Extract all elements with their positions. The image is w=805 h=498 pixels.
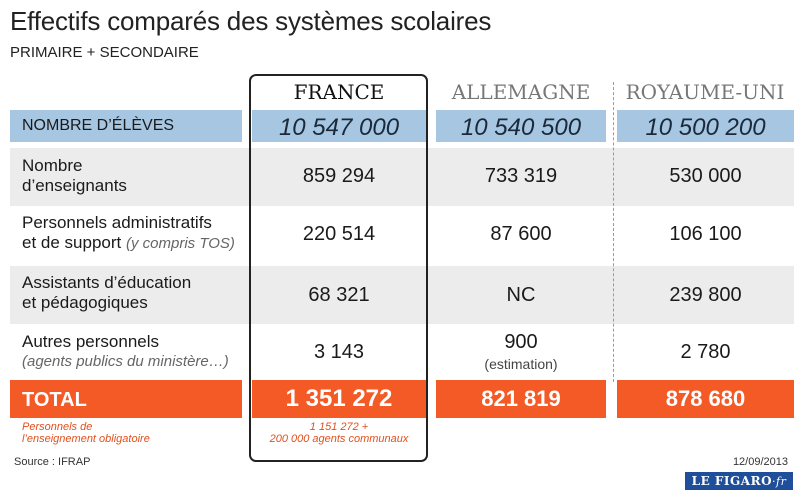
value-autres-royaume-uni: 2 780 — [680, 341, 731, 363]
row-label-assistants: Assistants d’éducation et pédagogiques — [22, 273, 191, 313]
source-text: Source : IFRAP — [14, 456, 91, 468]
eleves-band-allemagne — [436, 110, 606, 142]
row-band-enseignants — [10, 148, 794, 206]
value-eleves-france: 10 547 000 — [278, 114, 400, 141]
column-separator — [613, 82, 614, 382]
footnote-line: 1 151 272 + — [309, 421, 369, 433]
value-assistants-royaume-uni: 239 800 — [669, 284, 742, 306]
value-note-estimation: (estimation) — [484, 356, 558, 372]
label-italic-note: (y compris TOS) — [125, 235, 235, 252]
label-line: Nombre — [22, 156, 83, 175]
total-band-royaume-uni — [617, 380, 794, 418]
eleves-band-france — [252, 110, 426, 142]
value-text: 900 — [504, 331, 538, 353]
footnote-france: 1 151 272 + 200 000 agents communaux — [252, 421, 426, 445]
row-label-autres: Autres personnels (agents publics du min… — [22, 332, 229, 372]
value-autres-allemagne: 900 (estimation) — [436, 331, 606, 375]
row-label-administratifs: Personnels administratifs et de support … — [22, 213, 235, 254]
value-administratifs-allemagne: 87 600 — [490, 223, 552, 245]
value-total-france: 1 351 272 — [285, 385, 393, 412]
row-label-total: TOTAL — [22, 389, 87, 411]
value-total-royaume-uni: 878 680 — [665, 386, 746, 411]
value-administratifs-royaume-uni: 106 100 — [669, 223, 742, 245]
value-enseignants-royaume-uni: 530 000 — [669, 165, 742, 187]
eleves-band-royaume-uni — [617, 110, 794, 142]
total-band-france — [252, 380, 426, 418]
eleves-label-band — [10, 110, 242, 142]
value-enseignants-allemagne: 733 319 — [484, 165, 558, 187]
footnote-line: l’enseignement obligatoire — [22, 433, 150, 445]
value-assistants-france: 68 321 — [308, 284, 370, 306]
page-subtitle: PRIMAIRE + SECONDAIRE — [10, 44, 199, 61]
value-enseignants-france: 859 294 — [302, 165, 376, 187]
label-text: et de support — [22, 233, 122, 252]
value-administratifs-france: 220 514 — [302, 223, 376, 245]
date-text: 12/09/2013 — [732, 456, 788, 468]
page-title: Effectifs comparés des systèmes scolaire… — [10, 6, 492, 36]
column-header-allemagne: ALLEMAGNE — [451, 80, 591, 104]
label-italic-note: (agents publics du ministère…) — [22, 353, 229, 370]
footnote-line: Personnels de — [22, 421, 93, 433]
value-eleves-royaume-uni: 10 500 200 — [645, 114, 766, 141]
logo-name: LE FIGARO — [691, 474, 773, 488]
total-band-allemagne — [436, 380, 606, 418]
le-figaro-logo: LE FIGARO·fr — [685, 472, 793, 490]
label-line: Autres personnels — [22, 332, 160, 351]
logo-suffix: ·fr — [772, 475, 787, 488]
value-assistants-allemagne: NC — [506, 284, 536, 306]
value-total-allemagne: 821 819 — [481, 386, 561, 411]
label-line: d’enseignants — [22, 176, 127, 195]
row-label-enseignants: Nombre d’enseignants — [22, 156, 127, 196]
total-label-band — [10, 380, 242, 418]
value-autres-france: 3 143 — [313, 341, 365, 363]
label-line: et de support (y compris TOS) — [22, 233, 235, 254]
column-header-france: FRANCE — [293, 80, 385, 104]
row-label-eleves: NOMBRE D’ÉLÈVES — [22, 117, 175, 134]
row-band-assistants — [10, 266, 794, 324]
label-line: et pédagogiques — [22, 293, 148, 312]
value-eleves-allemagne: 10 540 500 — [460, 114, 582, 141]
footnote-left: Personnels de l’enseignement obligatoire — [22, 421, 150, 445]
footnote-line: 200 000 agents communaux — [269, 433, 409, 445]
label-line: Personnels administratifs — [22, 213, 212, 232]
label-line: Assistants d’éducation — [22, 273, 192, 292]
column-header-royaume-uni: ROYAUME-UNI — [625, 80, 785, 104]
